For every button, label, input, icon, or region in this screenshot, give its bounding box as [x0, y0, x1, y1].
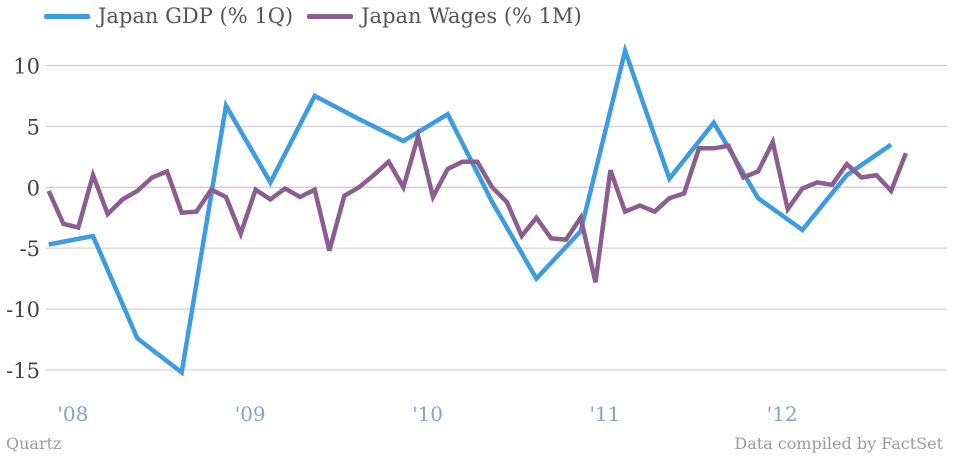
x-tick-label: '08 [57, 402, 88, 426]
x-tick-label: '12 [767, 402, 798, 426]
chart-legend: Japan GDP (% 1Q) Japan Wages (% 1M) [44, 4, 596, 28]
y-tick-label: -10 [6, 298, 40, 322]
y-tick-label: -5 [20, 237, 40, 261]
y-tick-label: 5 [27, 115, 40, 139]
legend-item-gdp[interactable]: Japan GDP (% 1Q) [44, 4, 293, 28]
source-credit: Quartz [6, 434, 62, 453]
y-tick-label: 0 [27, 176, 40, 200]
y-tick-label: 10 [13, 54, 40, 78]
legend-swatch-wages [307, 13, 354, 19]
series-line-wages [46, 127, 908, 283]
legend-item-wages[interactable]: Japan Wages (% 1M) [307, 4, 582, 28]
x-tick-label: '11 [589, 402, 620, 426]
data-source-note: Data compiled by FactSet [734, 434, 943, 453]
legend-label-gdp: Japan GDP (% 1Q) [98, 4, 294, 28]
legend-label-wages: Japan Wages (% 1M) [361, 4, 582, 28]
x-tick-label: '10 [412, 402, 443, 426]
legend-swatch-gdp [44, 13, 90, 19]
series-line-gdp [48, 42, 893, 377]
y-tick-label: -15 [6, 359, 40, 383]
x-tick-label: '09 [235, 402, 266, 426]
